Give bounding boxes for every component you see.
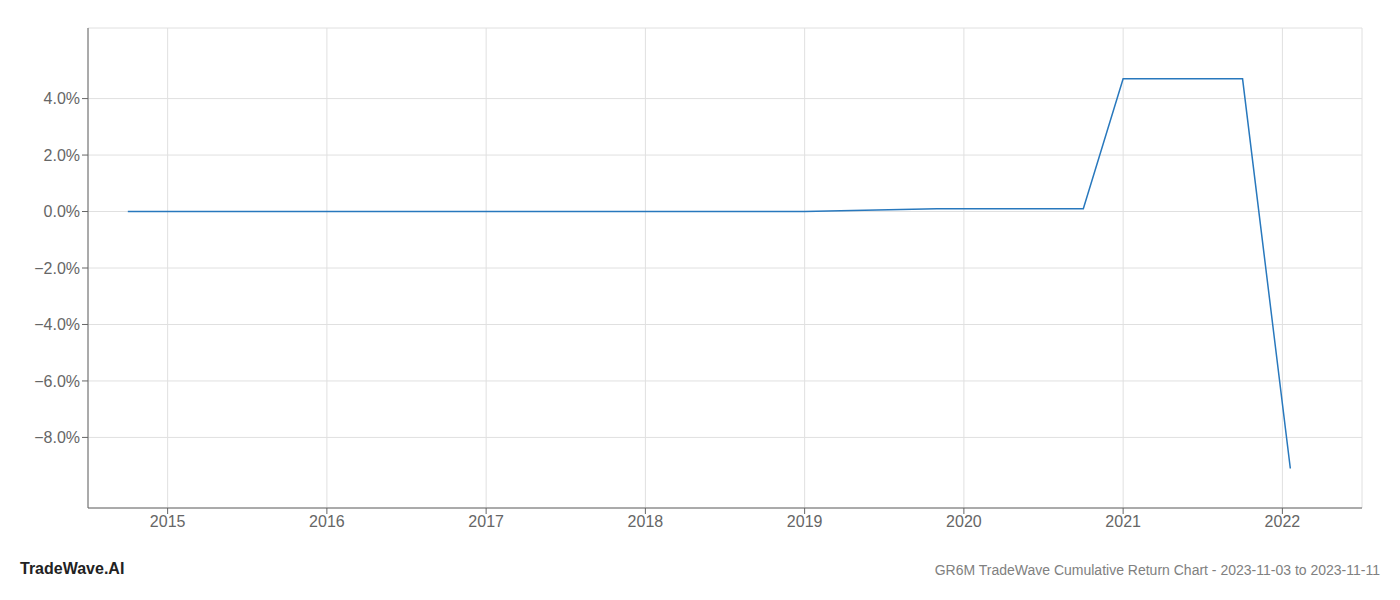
svg-text:4.0%: 4.0% xyxy=(44,90,80,107)
svg-text:−2.0%: −2.0% xyxy=(34,260,80,277)
svg-text:0.0%: 0.0% xyxy=(44,203,80,220)
svg-text:2022: 2022 xyxy=(1265,513,1301,530)
svg-text:2016: 2016 xyxy=(309,513,345,530)
svg-text:−6.0%: −6.0% xyxy=(34,373,80,390)
svg-text:−4.0%: −4.0% xyxy=(34,316,80,333)
svg-text:−8.0%: −8.0% xyxy=(34,429,80,446)
html-text:TradeWave.AI: TradeWave.AI xyxy=(20,560,125,577)
svg-text:2018: 2018 xyxy=(628,513,664,530)
svg-text:2019: 2019 xyxy=(787,513,823,530)
svg-text:2020: 2020 xyxy=(946,513,982,530)
svg-text:2.0%: 2.0% xyxy=(44,147,80,164)
svg-text:2017: 2017 xyxy=(468,513,504,530)
svg-text:2021: 2021 xyxy=(1105,513,1141,530)
svg-text:2015: 2015 xyxy=(150,513,186,530)
html-text:GR6M TradeWave Cumulative Retu: GR6M TradeWave Cumulative Return Chart -… xyxy=(934,562,1380,578)
